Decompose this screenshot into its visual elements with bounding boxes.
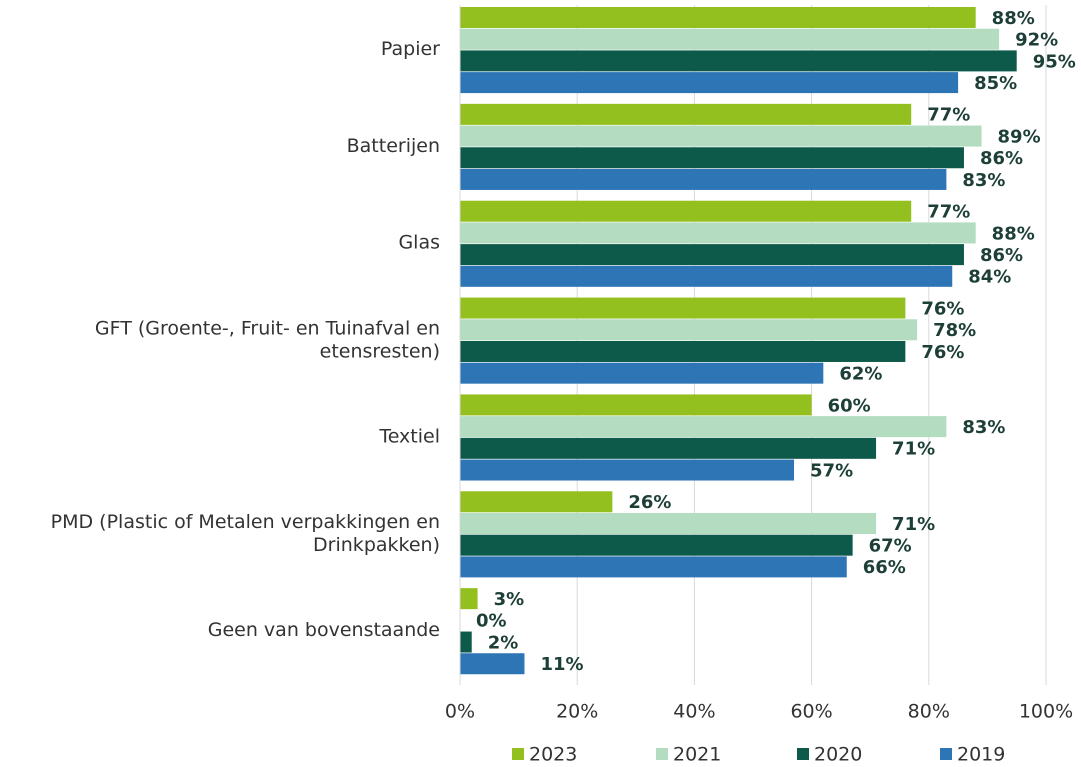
value-label: 71% [892, 439, 935, 460]
value-label: 57% [810, 460, 853, 481]
value-label: 78% [933, 320, 976, 341]
value-label: 2% [488, 632, 519, 653]
bar [460, 416, 947, 438]
category-label: Batterijen [347, 135, 440, 157]
bar [460, 588, 478, 610]
bar [460, 125, 982, 147]
bar [460, 512, 877, 534]
value-label: 83% [962, 417, 1005, 438]
value-label: 62% [839, 364, 882, 385]
category-label: Papier [381, 38, 440, 60]
bar [460, 7, 976, 28]
bar [460, 394, 812, 416]
value-label: 88% [992, 223, 1035, 244]
value-label: 0% [476, 611, 507, 632]
value-label: 86% [980, 148, 1023, 169]
x-tick-label: 20% [556, 701, 598, 723]
legend-label: 2019 [957, 744, 1005, 766]
value-label: 88% [992, 8, 1035, 29]
x-tick-label: 40% [673, 701, 715, 723]
legend-label: 2023 [529, 744, 577, 766]
legend-swatch [512, 748, 524, 760]
value-label: 76% [921, 342, 964, 363]
legend-swatch [797, 748, 809, 760]
bar [460, 556, 847, 578]
value-label: 3% [494, 589, 525, 610]
value-label: 83% [962, 170, 1005, 191]
bar [460, 244, 964, 266]
value-label: 67% [869, 536, 912, 557]
category-label: GFT (Groente-, Fruit- en Tuinafval en ete… [95, 317, 440, 362]
x-tick-label: 60% [790, 701, 832, 723]
value-label: 92% [1015, 30, 1058, 51]
value-label: 66% [863, 557, 906, 578]
bar [460, 362, 824, 384]
bar [460, 437, 877, 459]
legend-label: 2020 [814, 744, 862, 766]
value-label: 84% [968, 267, 1011, 288]
value-label: 26% [628, 492, 671, 513]
bar [460, 631, 472, 653]
legend-swatch [940, 748, 952, 760]
value-label: 71% [892, 514, 935, 535]
category-label: Geen van bovenstaande [208, 619, 440, 641]
category-label: PMD (Plastic of Metalen verpakkingen en D… [51, 511, 440, 556]
bar [460, 147, 964, 169]
bar [460, 319, 918, 341]
legend-swatch [656, 748, 668, 760]
bar [460, 534, 853, 556]
bar [460, 50, 1017, 72]
bar [460, 168, 947, 190]
value-label: 95% [1033, 51, 1076, 72]
value-label: 77% [927, 202, 970, 223]
value-label: 11% [540, 654, 583, 675]
bar [460, 459, 795, 481]
value-label: 76% [921, 298, 964, 319]
bar [460, 103, 912, 125]
x-tick-label: 80% [908, 701, 950, 723]
category-label: Textiel [378, 425, 440, 447]
bar [460, 28, 1000, 50]
x-tick-label: 0% [445, 701, 475, 723]
bar [460, 222, 976, 244]
bar [460, 340, 906, 362]
value-label: 77% [927, 105, 970, 126]
legend-label: 2021 [673, 744, 721, 766]
bar [460, 491, 613, 513]
value-label: 89% [998, 126, 1041, 147]
bar [460, 297, 906, 319]
bar [460, 265, 953, 287]
value-label: 85% [974, 73, 1017, 94]
bar [460, 653, 525, 675]
value-label: 86% [980, 245, 1023, 266]
bar [460, 200, 912, 222]
bar [460, 72, 959, 94]
category-label: Glas [398, 232, 440, 254]
value-label: 60% [828, 395, 871, 416]
x-tick-label: 100% [1019, 701, 1073, 723]
